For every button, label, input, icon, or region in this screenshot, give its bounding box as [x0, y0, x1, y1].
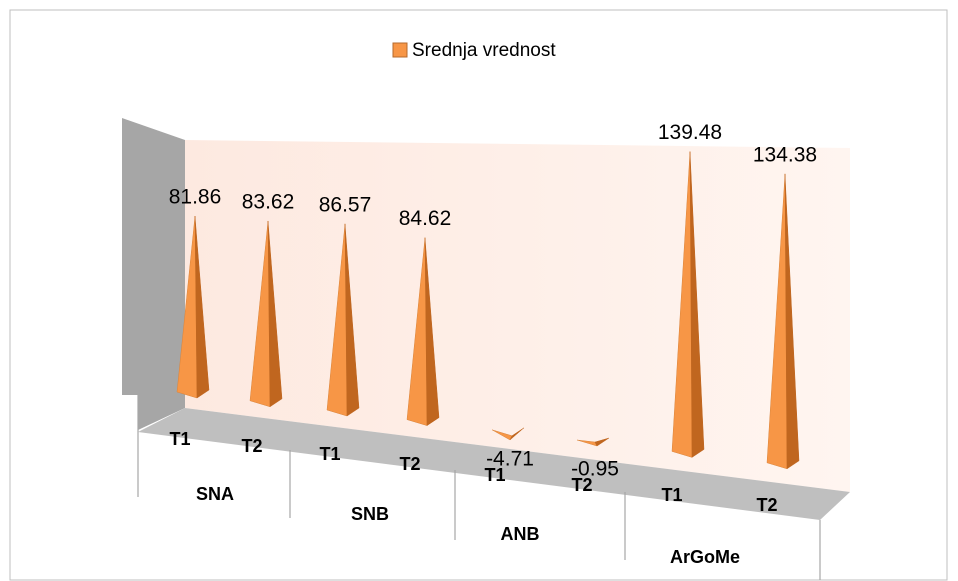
- x-tick-label: T1: [661, 485, 682, 505]
- x-tick-label: T2: [399, 454, 420, 474]
- axis-lines: [137, 395, 821, 580]
- data-label: 86.57: [319, 193, 372, 216]
- group-label: ArGoMe: [670, 547, 740, 567]
- floor: [138, 408, 850, 520]
- pyramid-face: [509, 427, 525, 441]
- legend-key: [392, 42, 408, 58]
- data-label: 84.62: [399, 207, 452, 230]
- pyramid: [176, 215, 210, 399]
- data-label: 81.86: [169, 186, 222, 209]
- pyramid: [671, 151, 705, 458]
- data-label: -0.95: [571, 458, 619, 481]
- data-label: 139.48: [658, 121, 722, 144]
- group-label: SNA: [196, 484, 234, 504]
- x-tick-label: T1: [319, 444, 340, 464]
- pyramid-face: [424, 237, 440, 427]
- pyramid: [576, 437, 610, 447]
- side-wall: [122, 118, 185, 430]
- group-label: ANB: [501, 524, 540, 544]
- group-label: SNB: [351, 504, 389, 524]
- pyramid-face: [267, 220, 283, 408]
- x-tick-label: T2: [241, 436, 262, 456]
- pyramid: [766, 173, 800, 470]
- pyramid-face: [344, 223, 360, 417]
- data-label: -4.71: [486, 447, 534, 470]
- pyramid-face: [194, 215, 210, 399]
- pyramid: [249, 220, 283, 408]
- x-tick-label: T1: [169, 429, 190, 449]
- x-tick-label: T2: [571, 475, 592, 495]
- data-label: 134.38: [753, 143, 817, 166]
- pyramid: [406, 237, 440, 427]
- data-label: 83.62: [242, 191, 295, 214]
- pyramid-face: [784, 173, 800, 470]
- pyramid-face: [594, 437, 610, 447]
- legend-label: Srednja vrednost: [412, 40, 556, 61]
- pyramid: [326, 223, 360, 417]
- x-tick-label: T2: [756, 495, 777, 515]
- x-tick-label: T1: [484, 465, 505, 485]
- pyramid-face: [689, 151, 705, 458]
- pyramid: [491, 427, 525, 441]
